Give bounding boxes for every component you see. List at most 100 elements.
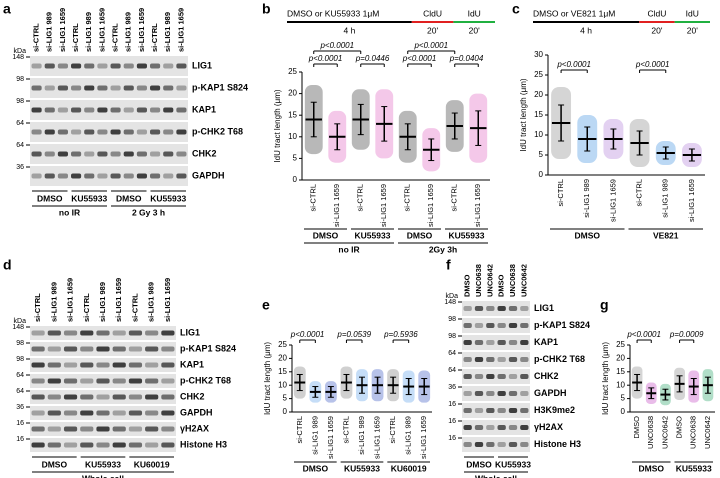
blot-band [176,85,187,91]
group-label: KU55933 [71,193,107,203]
blot-band [128,426,143,432]
blot-band [136,129,147,135]
blot-band [31,410,45,416]
condition-label: no IR [338,244,359,254]
blot-band [150,63,161,69]
blot-band [84,107,95,113]
protocol-text: 20' [427,25,438,35]
blot-band [145,362,159,368]
blot-band [508,408,518,413]
kda-label: kDa [446,293,459,300]
blot-band [44,85,55,91]
group-label: KU55933 [355,230,391,240]
group-label: DMSO [303,463,329,473]
blot-band [71,85,82,91]
x-tick-label: si-CTRL [403,184,412,212]
lane-label: si-LIG1 1659 [176,8,185,52]
kda-value: 98 [448,316,456,323]
blot-band [110,63,121,69]
blot-band [57,85,68,91]
y-tick-label: 20 [288,89,297,98]
blot-band [161,426,175,432]
blot-band [486,391,495,396]
blot-band [508,374,518,379]
y-tick-label: 20 [278,354,287,363]
blot-band [80,378,94,384]
blot-band [80,442,94,448]
x-tick-label: si-LIG1 989 [661,179,670,218]
kda-value: 16 [448,435,456,442]
blot-band [97,151,108,157]
blot-band [161,394,175,400]
blot-band [520,425,529,430]
blot-band [474,442,484,447]
blot-band [463,408,472,413]
kda-value: 16 [16,420,24,427]
y-tick-label: 15 [616,367,625,376]
blot-band [163,151,174,157]
blot-band [150,173,161,179]
row-label: p-CHK2 T68 [534,354,585,364]
blot-band [44,173,55,179]
blot-band [161,378,175,384]
kda-value: 36 [448,384,456,391]
row-label: Histone H3 [534,439,581,449]
blot-band [474,357,484,362]
blot-band [508,425,518,430]
group-label: DMSO [639,463,665,473]
blot-band [497,323,506,328]
blot-band [463,323,472,328]
blot-band [136,151,147,157]
y-tick-label: 10 [288,132,297,141]
blot-band [497,425,506,430]
blot-band [31,394,45,400]
group-label: KU60019 [134,459,170,469]
p-value: p<0.0001 [556,60,591,69]
blot-strip [462,437,530,452]
x-tick-label: si-CTRL [309,184,318,212]
blot-strip [30,390,176,404]
kda-value: 64 [448,350,456,357]
blot-band [508,391,518,396]
blot-band [57,63,68,69]
blot-band [508,340,518,345]
blot-band [110,151,121,157]
blot-band [520,306,529,311]
group-label: KU55933 [150,193,186,203]
blot-band [474,374,484,379]
blot-band [474,340,484,345]
blot-band [110,129,121,135]
blot-band [497,408,506,413]
blot-band [474,425,484,430]
blot-band [112,378,126,384]
x-tick-label: si-LIG1 1659 [426,184,435,227]
lane-label: si-LIG1 989 [45,12,54,52]
y-axis-label: IdU tract length (μm) [519,78,528,151]
condition-label: 2Gy 3h [429,244,457,254]
lane-label: si-CTRL [150,23,159,52]
blot-band [136,63,147,69]
blot-strip [30,438,176,452]
p-value: p=0.5936 [383,330,418,339]
condition-label: 2 Gy 3 h [132,207,165,217]
row-label: LIG1 [192,60,212,70]
blot-band [57,129,68,135]
x-tick-label: si-LIG1 989 [357,416,366,455]
x-tick-label: si-LIG1 1659 [419,416,428,459]
blot-band [176,63,187,69]
y-tick-label: 0 [293,175,298,184]
group-label: DMSO [37,193,63,203]
blot-strip [462,352,530,367]
blot-band [31,330,45,336]
blot-band [47,378,61,384]
blot-band [31,63,42,69]
kda-value: 64 [16,142,24,149]
y-tick-label: 10 [616,380,625,389]
blot-band [123,63,134,69]
lane-label: UNC0642 [485,264,494,297]
lane-label: UNC0638 [508,264,517,297]
kda-value: 64 [448,367,456,374]
blot-band [474,323,484,328]
kda-value: 98 [16,76,24,83]
kda-label: kDa [14,48,27,55]
